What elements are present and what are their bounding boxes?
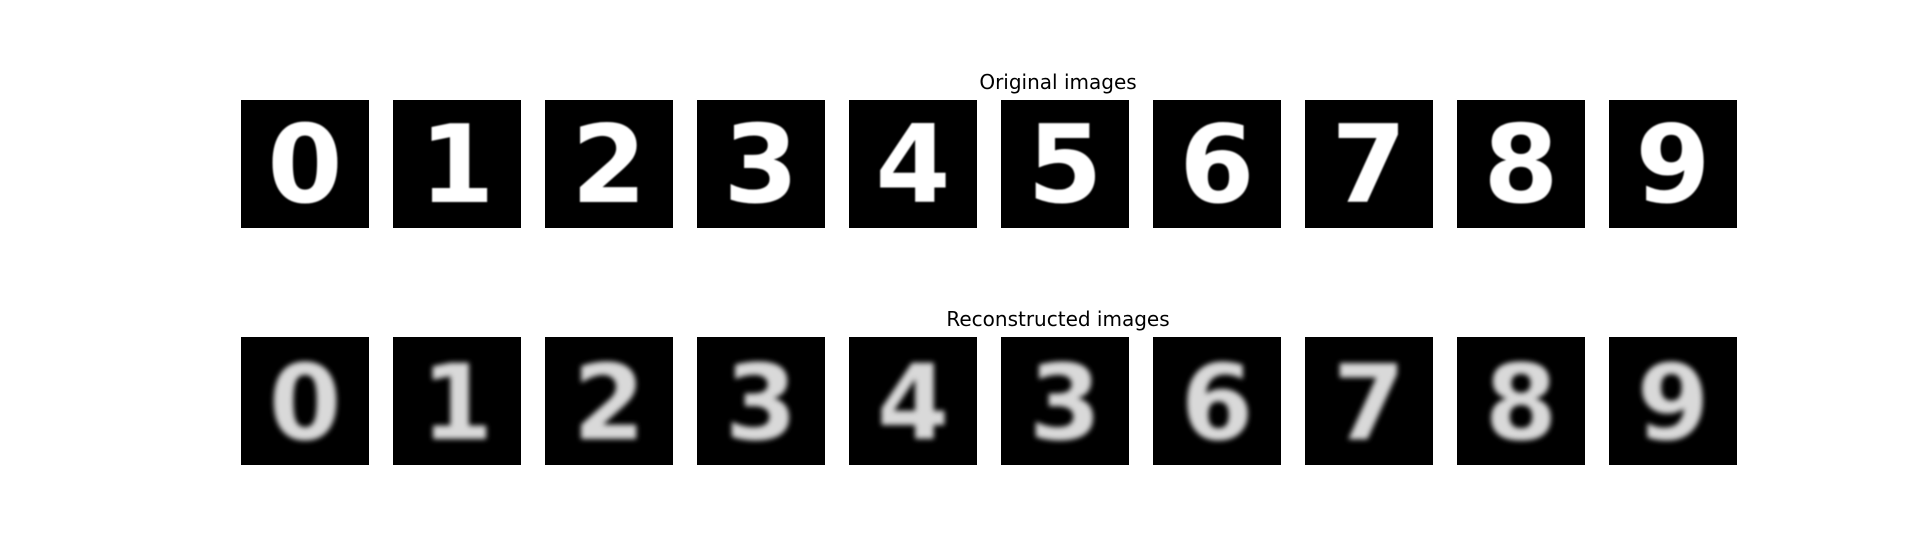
original-digit-glyph: 7 bbox=[1331, 103, 1406, 228]
reconstructed-digit-tile: 1 bbox=[393, 337, 521, 465]
reconstructed-digit-glyph: 7 bbox=[1333, 342, 1405, 464]
original-digit-glyph: 8 bbox=[1483, 103, 1558, 228]
reconstructed-digit-tile: 0 bbox=[241, 337, 369, 465]
original-images-title: Original images bbox=[979, 70, 1137, 94]
original-digit-tile: 9 bbox=[1609, 100, 1737, 228]
reconstructed-digit-glyph: 1 bbox=[421, 342, 493, 464]
original-digit-tile: 0 bbox=[241, 100, 369, 228]
reconstructed-digit-tile: 6 bbox=[1153, 337, 1281, 465]
original-digit-tile: 8 bbox=[1457, 100, 1585, 228]
original-digit-glyph: 3 bbox=[723, 103, 798, 228]
reconstructed-digit-tile: 8 bbox=[1457, 337, 1585, 465]
original-digit-tile: 2 bbox=[545, 100, 673, 228]
original-digit-glyph: 1 bbox=[419, 103, 494, 228]
original-digit-tile: 1 bbox=[393, 100, 521, 228]
reconstructed-digit-tile: 3 bbox=[697, 337, 825, 465]
reconstructed-digit-glyph: 9 bbox=[1637, 342, 1709, 464]
reconstructed-digit-glyph: 8 bbox=[1485, 342, 1557, 464]
reconstructed-digit-tile: 4 bbox=[849, 337, 977, 465]
original-digit-glyph: 6 bbox=[1179, 103, 1254, 228]
original-images-row: 0 1 2 3 4 5 6 7 8 9 bbox=[0, 100, 1908, 228]
reconstructed-digit-tile: 9 bbox=[1609, 337, 1737, 465]
reconstructed-digit-tile: 7 bbox=[1305, 337, 1433, 465]
reconstructed-digit-glyph: 2 bbox=[573, 342, 645, 464]
reconstructed-digit-glyph: 0 bbox=[269, 342, 341, 464]
original-digit-glyph: 5 bbox=[1027, 103, 1102, 228]
original-digit-tile: 7 bbox=[1305, 100, 1433, 228]
original-digit-glyph: 4 bbox=[875, 103, 950, 228]
reconstructed-images-title: Reconstructed images bbox=[946, 307, 1170, 331]
original-digit-tile: 6 bbox=[1153, 100, 1281, 228]
original-digit-tile: 3 bbox=[697, 100, 825, 228]
reconstructed-digit-glyph: 3 bbox=[725, 342, 797, 464]
original-digit-glyph: 9 bbox=[1635, 103, 1710, 228]
original-digit-tile: 5 bbox=[1001, 100, 1129, 228]
reconstructed-digit-tile: 2 bbox=[545, 337, 673, 465]
original-digit-glyph: 2 bbox=[571, 103, 646, 228]
reconstructed-digit-glyph: 4 bbox=[877, 342, 949, 464]
reconstructed-images-row: 0 1 2 3 4 3 6 7 8 9 bbox=[0, 337, 1908, 465]
original-digit-tile: 4 bbox=[849, 100, 977, 228]
reconstructed-digit-tile: 3 bbox=[1001, 337, 1129, 465]
reconstructed-digit-glyph: 6 bbox=[1181, 342, 1253, 464]
reconstructed-digit-glyph: 3 bbox=[1029, 342, 1101, 464]
original-digit-glyph: 0 bbox=[267, 103, 342, 228]
